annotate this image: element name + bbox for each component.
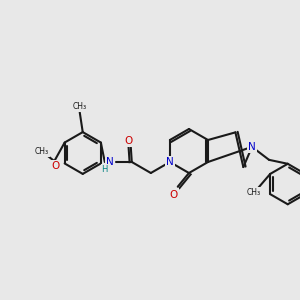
Text: O: O bbox=[125, 136, 133, 146]
Text: O: O bbox=[52, 161, 60, 171]
Text: CH₃: CH₃ bbox=[247, 188, 261, 197]
Text: CH₃: CH₃ bbox=[34, 147, 49, 156]
Text: N: N bbox=[106, 157, 114, 167]
Text: CH₃: CH₃ bbox=[73, 102, 87, 111]
Text: N: N bbox=[248, 142, 256, 152]
Text: H: H bbox=[102, 164, 108, 173]
Text: O: O bbox=[169, 190, 178, 200]
Text: N: N bbox=[166, 157, 174, 167]
